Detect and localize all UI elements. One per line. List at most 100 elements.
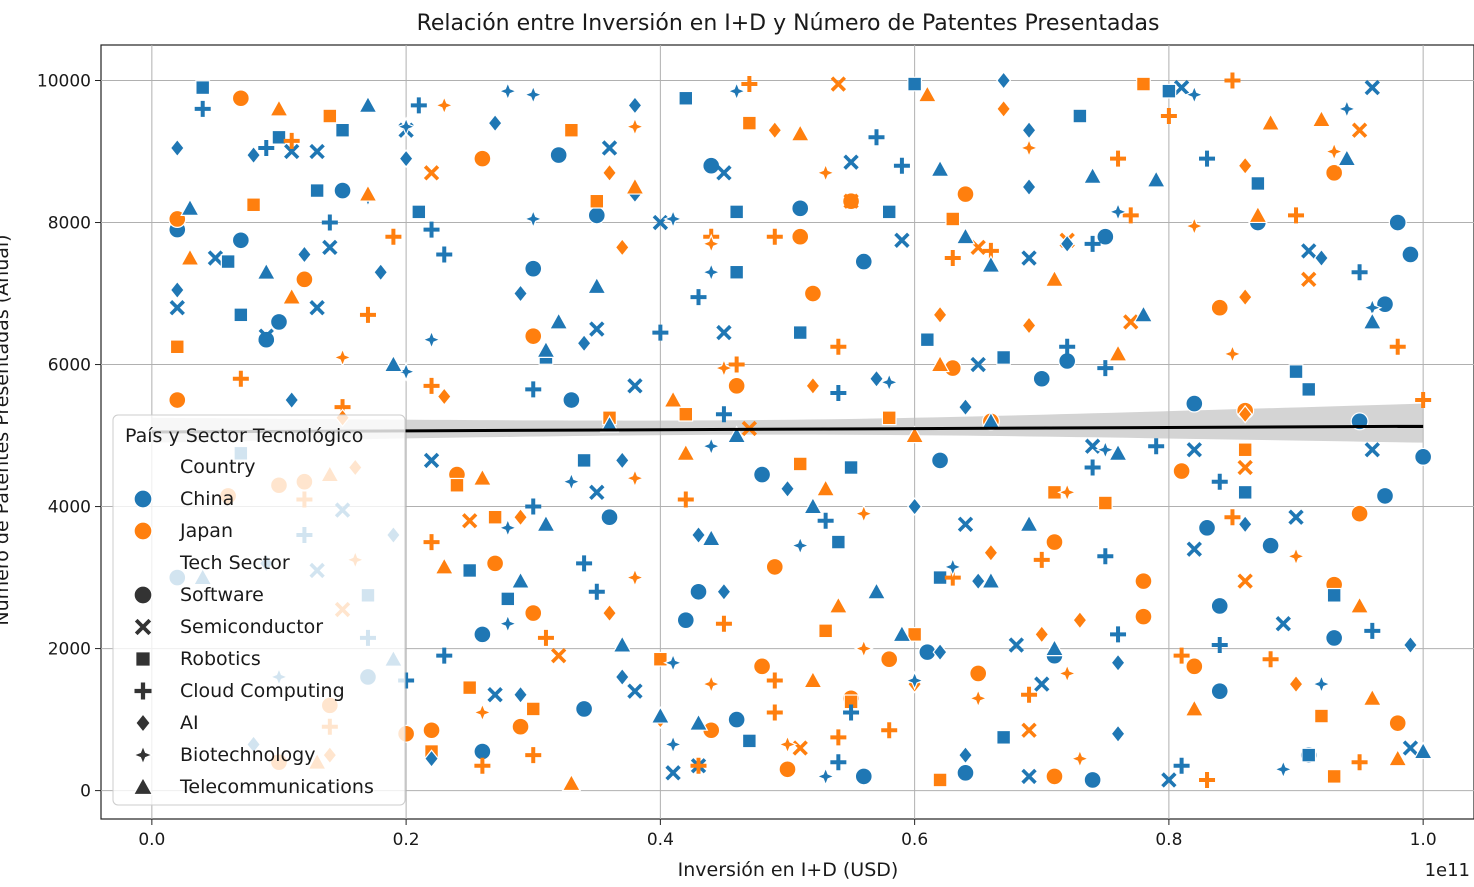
data-point [944, 250, 961, 267]
point-marker [1237, 514, 1253, 534]
data-point [956, 185, 975, 204]
data-point [919, 332, 935, 348]
point-marker [396, 116, 417, 137]
point-marker [904, 425, 925, 444]
data-point [587, 206, 606, 225]
point-marker [358, 95, 378, 113]
data-point [1057, 482, 1078, 503]
legend: País y Sector Tecnológico Country China Jap… [112, 414, 406, 806]
point-marker [1034, 676, 1050, 692]
point-marker [970, 571, 986, 591]
data-point [322, 108, 338, 124]
data-point [246, 145, 262, 165]
data-point [1083, 770, 1102, 789]
point-marker [1097, 495, 1113, 511]
data-point [741, 733, 757, 749]
data-point [322, 239, 338, 256]
data-point [1311, 109, 1332, 128]
data-point [1237, 442, 1253, 458]
data-point [396, 116, 417, 137]
data-point [1019, 137, 1040, 158]
data-point [1173, 757, 1190, 774]
data-point [880, 650, 899, 669]
data-point [231, 231, 250, 250]
point-marker [473, 625, 492, 644]
data-point [868, 129, 885, 146]
data-point [423, 534, 440, 551]
data-point [866, 581, 887, 600]
data-point [726, 81, 747, 102]
point-marker [1134, 572, 1153, 591]
point-marker [790, 535, 811, 556]
point-marker [258, 139, 275, 156]
data-point [575, 699, 594, 718]
data-point [1237, 404, 1253, 424]
x-tick-label: 0.2 [393, 830, 420, 850]
data-point [701, 233, 722, 254]
data-point [688, 713, 709, 731]
point-marker [472, 468, 493, 486]
point-marker [1084, 235, 1101, 252]
data-point [702, 156, 721, 175]
point-marker [281, 287, 302, 305]
data-point [701, 262, 722, 283]
data-point [1184, 216, 1205, 237]
legend-label: Software [180, 584, 264, 606]
point-marker [332, 347, 353, 368]
data-point [1045, 767, 1064, 786]
data-point [601, 140, 618, 156]
point-marker [1237, 287, 1253, 307]
data-point [1288, 509, 1304, 525]
data-point [727, 710, 746, 729]
data-point [652, 214, 669, 231]
data-point [169, 138, 185, 158]
data-point [421, 329, 442, 350]
point-marker [1336, 98, 1357, 119]
data-point [462, 680, 478, 696]
point-marker [1376, 486, 1395, 505]
data-point [1414, 447, 1433, 466]
point-marker [904, 670, 925, 691]
point-marker [1314, 708, 1329, 724]
data-point [523, 208, 544, 229]
point-marker [652, 651, 668, 667]
data-point [258, 328, 274, 344]
point-marker [180, 247, 200, 266]
data-point [1148, 438, 1165, 455]
legend-swatch [135, 651, 151, 667]
point-marker [513, 507, 529, 527]
data-point [792, 325, 808, 340]
point-marker [741, 115, 757, 131]
data-point [1210, 596, 1229, 615]
data-point [1237, 156, 1253, 176]
data-point [536, 514, 556, 532]
y-tick-label: 10000 [37, 72, 91, 92]
point-marker [587, 206, 606, 225]
point-marker [614, 667, 630, 687]
point-marker [1058, 351, 1077, 370]
point-marker [169, 339, 185, 355]
point-marker [373, 262, 389, 282]
data-point [169, 300, 185, 316]
data-point [675, 443, 696, 461]
point-marker [1122, 207, 1139, 224]
point-marker [169, 300, 185, 316]
point-marker [309, 300, 325, 316]
point-marker [767, 120, 783, 140]
point-marker [843, 154, 859, 170]
point-marker [423, 377, 440, 394]
y-tick-label: 8000 [48, 214, 91, 234]
point-marker [1237, 484, 1253, 500]
legend-swatch [133, 585, 153, 605]
data-point [1186, 442, 1202, 458]
point-marker [295, 270, 314, 289]
data-point [550, 648, 567, 664]
point-marker [677, 491, 694, 508]
data-point [589, 484, 605, 501]
data-point [1184, 84, 1205, 105]
data-point [358, 95, 378, 113]
data-point [1133, 304, 1154, 323]
data-point [168, 391, 187, 410]
data-point [741, 115, 757, 131]
